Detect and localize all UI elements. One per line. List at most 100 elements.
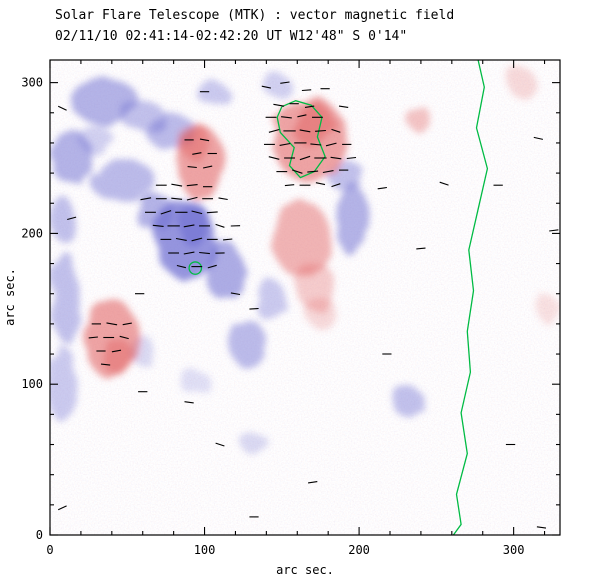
y-tick-label: 200: [21, 226, 43, 240]
field-vector: [67, 216, 77, 221]
field-vector: [207, 264, 217, 269]
field-blob: [227, 320, 268, 367]
field-vector: [331, 183, 341, 188]
field-vector: [549, 229, 559, 232]
field-blob: [305, 296, 336, 327]
y-tick-label: 0: [36, 528, 43, 542]
x-tick-label: 0: [46, 543, 53, 557]
field-vector: [299, 129, 311, 133]
field-vector: [119, 335, 129, 340]
x-tick-label: 100: [194, 543, 216, 557]
plot-title: Solar Flare Telescope (MTK) : vector mag…: [55, 8, 454, 23]
plot-subtitle: 02/11/10 02:41:14-02:42:20 UT W12'48" S …: [55, 29, 407, 44]
field-blob: [405, 105, 431, 130]
field-vector: [191, 210, 203, 215]
field-vector: [307, 170, 319, 173]
field-blob: [88, 161, 157, 201]
field-vector: [183, 224, 195, 228]
field-vector: [315, 129, 326, 132]
field-vector: [199, 138, 210, 142]
field-vector: [160, 210, 172, 215]
field-vector: [301, 89, 312, 92]
field-blob: [337, 185, 369, 258]
field-vector: [346, 156, 357, 160]
field-vector: [186, 196, 198, 201]
field-vector: [106, 322, 118, 326]
field-vector: [280, 81, 290, 84]
field-vector: [215, 223, 225, 228]
field-vector: [279, 142, 291, 146]
field-blob: [178, 204, 210, 247]
field-blob: [507, 67, 536, 98]
field-vector: [88, 336, 98, 339]
field-vector: [206, 211, 218, 214]
field-blob: [198, 82, 230, 107]
field-vector: [202, 165, 213, 169]
plot-area: [50, 60, 560, 535]
field-vector: [215, 442, 225, 447]
field-blob: [536, 295, 559, 323]
field-vector: [297, 114, 307, 118]
field-vector: [175, 237, 187, 241]
field-vector: [284, 184, 295, 187]
field-blob: [291, 103, 335, 146]
plot-frame: [49, 59, 561, 536]
field-vector: [268, 156, 280, 160]
field-vector: [536, 526, 547, 529]
field-vector: [171, 197, 183, 200]
field-vector: [218, 197, 228, 201]
field-vector: [122, 322, 132, 326]
small-contour-circle: [188, 261, 203, 275]
field-vector: [186, 184, 198, 187]
x-axis-label: arc sec.: [276, 563, 334, 577]
field-vectors: [57, 81, 559, 529]
y-tick-label: 100: [21, 377, 43, 391]
field-blob: [390, 387, 424, 415]
x-tick-label: 200: [348, 543, 370, 557]
field-vector: [416, 247, 426, 250]
x-tick-label: 300: [503, 543, 525, 557]
field-vector: [322, 170, 334, 174]
field-vector: [308, 481, 318, 484]
field-vector: [310, 143, 322, 146]
field-blob: [178, 121, 210, 159]
field-vector: [331, 128, 341, 133]
field-blob: [274, 200, 330, 279]
field-vector: [191, 237, 203, 242]
field-vector: [249, 307, 259, 310]
field-vector: [273, 103, 285, 107]
field-vector: [223, 238, 233, 241]
field-vector: [100, 363, 111, 366]
field-vector: [183, 251, 195, 255]
field-blob: [70, 78, 139, 124]
field-vector: [176, 264, 187, 269]
field-blob: [240, 432, 268, 454]
field-vector: [152, 224, 164, 227]
field-blob: [102, 338, 134, 376]
y-tick-label: 300: [21, 76, 43, 90]
field-vector: [281, 116, 292, 119]
field-vector: [184, 401, 194, 404]
field-vector: [199, 251, 210, 255]
field-vector: [230, 292, 241, 296]
field-vector: [299, 155, 311, 161]
field-vector: [325, 142, 337, 147]
field-vector: [111, 349, 122, 353]
field-vector: [377, 186, 387, 190]
field-vector: [304, 105, 315, 108]
field-blob: [264, 76, 293, 98]
field-vector: [261, 85, 272, 89]
field-vector: [171, 183, 183, 187]
axes: 0 100 200 300 0 100 200 300: [21, 60, 560, 557]
field-blob: [50, 345, 75, 424]
field-blob: [51, 251, 80, 342]
field-vector: [268, 128, 280, 133]
field-vector: [57, 505, 67, 511]
field-blob: [206, 240, 244, 302]
field-vector: [140, 197, 152, 201]
field-vector: [315, 182, 326, 186]
field-vector: [330, 156, 342, 160]
magnetic-field-blobs: [50, 67, 559, 454]
field-vector: [57, 105, 67, 111]
field-vector: [192, 152, 202, 155]
